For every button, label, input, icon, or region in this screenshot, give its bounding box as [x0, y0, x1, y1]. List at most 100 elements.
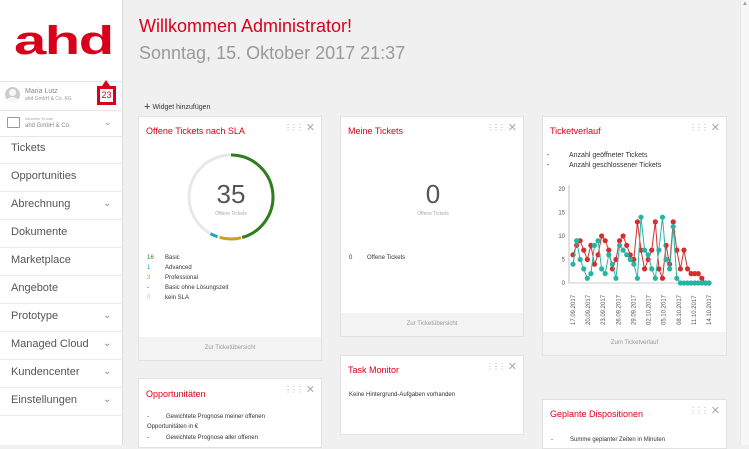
drag-handle-icon[interactable]: ⋮⋮⋮: [486, 362, 506, 371]
series-point: [674, 275, 680, 281]
drag-handle-icon[interactable]: ⋮⋮⋮: [689, 123, 709, 132]
sidebar-item-8[interactable]: Kundencenter ⌄: [0, 360, 122, 388]
user-company: ahd GmbH & Co. KG: [25, 96, 72, 102]
sidebar-item-label: Kundencenter: [11, 366, 80, 378]
sidebar-item-label: Tickets: [11, 142, 46, 154]
my-ticket-label: Offene Tickets: [417, 211, 449, 217]
y-tick-label: 10: [558, 234, 565, 240]
series-point: [584, 256, 590, 263]
series-point: [595, 238, 601, 244]
series-point: [631, 256, 637, 263]
user-panel[interactable]: Maria Lutz ahd GmbH & Co. KG 23: [0, 80, 122, 111]
ticket-overview-link[interactable]: Zur Ticketübersicht: [139, 337, 321, 360]
series-point: [656, 266, 662, 272]
series-point: [656, 247, 662, 253]
sla-row-label: kein SLA: [165, 295, 190, 301]
sidebar-item-label: Abrechnung: [11, 198, 71, 210]
series-point: [652, 275, 658, 281]
chevron-down-icon[interactable]: ⌄: [103, 394, 112, 405]
donut-segment-basic: [230, 153, 275, 239]
widget-sla-tickets: Offene Tickets nach SLA ⋮⋮⋮ ✕ 35 Offene …: [138, 116, 322, 361]
x-tick-label: 11.10.2017: [692, 295, 698, 325]
legend-bullet: -: [547, 152, 550, 159]
series-point: [649, 266, 655, 272]
series-point: [634, 275, 641, 281]
close-icon[interactable]: ✕: [507, 122, 517, 134]
widget-planned-dispositions: Geplante Dispositionen ⋮⋮⋮ ✕ - Summe gep…: [542, 399, 727, 449]
drag-handle-icon[interactable]: ⋮⋮⋮: [486, 123, 506, 132]
open-ticket-count: 35: [216, 179, 246, 209]
series-point: [591, 242, 598, 248]
series-point: [638, 214, 644, 220]
close-icon[interactable]: ✕: [305, 384, 315, 396]
sidebar-item-0[interactable]: Tickets: [0, 136, 122, 164]
close-icon[interactable]: ✕: [305, 122, 315, 134]
ticket-overview-link[interactable]: Zur Ticketübersicht: [341, 313, 523, 336]
add-widget-button[interactable]: + Widget hinzufügen: [144, 101, 210, 113]
chevron-down-icon[interactable]: ⌄: [103, 338, 112, 349]
series-point: [606, 252, 612, 258]
chevron-down-icon: ⌄: [104, 117, 112, 127]
ticket-history-chart: - Anzahl geöffneter Tickets - Anzahl geschl…: [547, 152, 713, 325]
sla-row-count: 3: [147, 275, 151, 281]
sla-row-label: Advanced: [165, 265, 192, 271]
widget-ticket-history: Ticketverlauf ⋮⋮⋮ ✕ - Anzahl geöffneter T…: [542, 116, 727, 356]
y-tick-label: 0: [562, 281, 566, 287]
drag-handle-icon[interactable]: ⋮⋮⋮: [284, 123, 304, 132]
series-point: [688, 271, 694, 277]
sidebar-item-9[interactable]: Einstellungen ⌄: [0, 388, 122, 416]
close-icon[interactable]: ✕: [710, 405, 720, 417]
opp-forecast-mine: Gewichtete Prognose meiner offenen: [166, 414, 265, 420]
sidebar-item-3[interactable]: Dokumente: [0, 220, 122, 248]
sla-row-count: 0: [147, 295, 151, 301]
chevron-down-icon[interactable]: ⌄: [103, 366, 112, 377]
sidebar-item-label: Prototype: [11, 310, 59, 322]
donut-segment-advanced: [209, 232, 218, 239]
client-selector[interactable]: Aktueller Kunde ahd GmbH & Co. ⌄: [0, 110, 122, 137]
my-ticket-row-label: Offene Tickets: [367, 255, 406, 261]
chevron-down-icon[interactable]: ⌄: [103, 310, 112, 321]
series-point: [681, 247, 687, 253]
series-point: [620, 247, 626, 253]
task-empty-text: Keine Hintergrund-Aufgaben vorhanden: [349, 392, 456, 398]
series-point: [699, 280, 705, 286]
sidebar-item-5[interactable]: Angebote: [0, 276, 122, 304]
ahd-logo[interactable]: ahd: [14, 21, 114, 61]
series-point: [667, 266, 673, 272]
series-point: [692, 271, 698, 277]
page-scrollbar[interactable]: ▲: [740, 0, 749, 445]
series-point: [670, 219, 676, 225]
series-point: [602, 271, 608, 277]
x-tick-label: 26.09.2017: [616, 294, 622, 325]
widget-title: Meine Tickets: [348, 126, 404, 136]
series-point: [688, 280, 694, 286]
widget-my-tickets: Meine Tickets ⋮⋮⋮ ✕ 0 Offene Tickets 0 O…: [340, 116, 524, 337]
sidebar-item-1[interactable]: Opportunities: [0, 164, 122, 192]
widget-title: Task Monitor: [348, 365, 400, 375]
opp-bullet-2: -: [147, 435, 149, 441]
drag-handle-icon[interactable]: ⋮⋮⋮: [689, 406, 709, 415]
notification-badge[interactable]: 23: [97, 80, 116, 105]
series-point: [638, 247, 644, 253]
drag-handle-icon[interactable]: ⋮⋮⋮: [284, 385, 304, 394]
close-icon[interactable]: ✕: [507, 361, 517, 373]
sidebar-item-7[interactable]: Managed Cloud ⌄: [0, 332, 122, 360]
opp-bullet-1: -: [147, 414, 149, 420]
chevron-down-icon[interactable]: ⌄: [103, 198, 112, 209]
ticket-history-link[interactable]: Zum Ticketverlauf: [543, 332, 726, 355]
sidebar-item-6[interactable]: Prototype ⌄: [0, 304, 122, 332]
series-point: [652, 219, 658, 225]
series-point: [677, 266, 683, 272]
sidebar-item-2[interactable]: Abrechnung ⌄: [0, 192, 122, 220]
series-point: [641, 266, 648, 272]
sidebar-item-label: Einstellungen: [11, 394, 78, 406]
sidebar-item-4[interactable]: Marketplace: [0, 248, 122, 276]
series-point: [631, 261, 637, 267]
series-point: [677, 280, 683, 286]
close-icon[interactable]: ✕: [710, 122, 720, 134]
series-point: [613, 275, 619, 281]
x-tick-label: 20.09.2017: [586, 294, 592, 325]
widget-task-monitor: Task Monitor ⋮⋮⋮ ✕ Keine Hintergrund-Auf…: [340, 355, 524, 435]
scroll-up-icon[interactable]: ▲: [742, 1, 748, 7]
sla-row-count: 1: [147, 265, 151, 271]
